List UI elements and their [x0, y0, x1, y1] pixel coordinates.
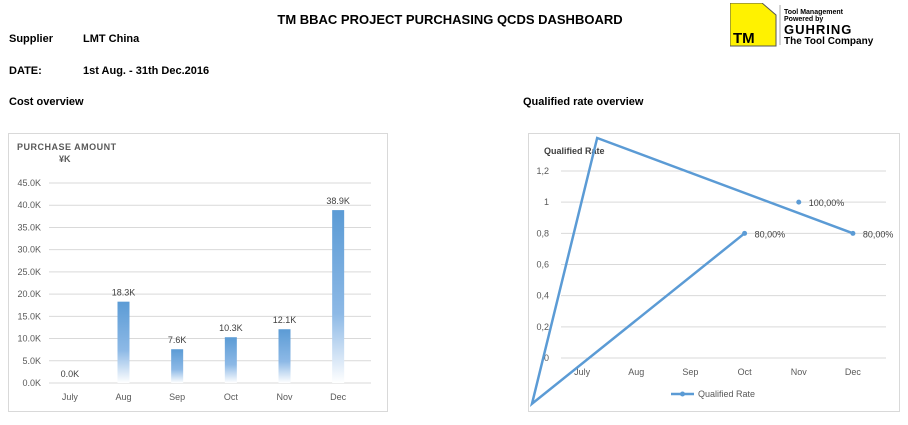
- data-label: 38.9K: [326, 196, 350, 206]
- x-tick-label: Dec: [845, 367, 862, 377]
- y-tick-label: 0,8: [536, 228, 549, 238]
- y-tick-label: 25.0K: [17, 267, 41, 277]
- y-tick-label: 0.0K: [22, 378, 41, 388]
- qualified-overview-heading: Qualified rate overview: [523, 96, 644, 108]
- x-tick-label: Oct: [224, 392, 239, 402]
- y-tick-label: 35.0K: [17, 222, 41, 232]
- data-label: 80,00%: [863, 229, 894, 239]
- x-tick-label: Nov: [276, 392, 293, 402]
- data-point: [742, 230, 748, 236]
- data-label: 10.3K: [219, 323, 243, 333]
- series-line: [529, 136, 854, 408]
- svg-text:Tool Management: Tool Management: [784, 9, 844, 16]
- y-tick-label: 30.0K: [17, 245, 41, 255]
- svg-text:GUHRING: GUHRING: [784, 22, 852, 37]
- y-tick-label: 0,4: [536, 291, 549, 301]
- supplier-label: Supplier: [9, 33, 54, 45]
- data-label: 100,00%: [809, 198, 845, 208]
- y-tick-label: 45.0K: [17, 178, 41, 188]
- x-tick-label: Aug: [628, 367, 644, 377]
- data-point: [796, 199, 802, 205]
- qualified-rate-chart: Qualified Rate 0 0,2 0,4 0,6 0,8 1 1,2 July Aug Se…: [528, 133, 900, 412]
- chart-title: PURCHASE AMOUNT: [17, 142, 117, 152]
- purchase-amount-chart: PURCHASE AMOUNT ¥K 0.0K 5.0K 10.0K 15.0K 20.0K…: [8, 133, 388, 412]
- x-tick-label: Oct: [738, 367, 753, 377]
- legend-label: Qualified Rate: [698, 389, 755, 399]
- data-label: 12.1K: [273, 315, 297, 325]
- bar-chart-svg: PURCHASE AMOUNT ¥K 0.0K 5.0K 10.0K 15.0K 20.0K…: [17, 142, 371, 402]
- bar-oct: [224, 337, 237, 383]
- x-tick-label: Aug: [115, 392, 131, 402]
- y-tick-label: 10.0K: [17, 334, 41, 344]
- y-tick-label: 1,2: [536, 166, 549, 176]
- svg-text:TM: TM: [733, 30, 755, 47]
- x-tick-label: Nov: [791, 367, 808, 377]
- data-point: [850, 230, 856, 236]
- y-tick-label: 20.0K: [17, 289, 41, 299]
- y-tick-label: 0: [544, 353, 549, 363]
- supplier-value: LMT China: [83, 33, 140, 45]
- page-title: TM BBAC PROJECT PURCHASING QCDS DASHBOAR…: [277, 12, 623, 27]
- data-label: 7.6K: [168, 335, 187, 345]
- legend-marker: [680, 391, 685, 397]
- x-tick-label: Sep: [682, 367, 698, 377]
- logo-graphic: TM Tool Management Powered by GUHRING Th…: [729, 2, 874, 47]
- bar-sep: [171, 349, 184, 383]
- data-label: 80,00%: [755, 229, 786, 239]
- chart-title: Qualified Rate: [544, 146, 605, 156]
- chart-unit: ¥K: [59, 154, 71, 164]
- y-tick-label: 0,6: [536, 260, 549, 270]
- date-label: DATE:: [9, 65, 42, 77]
- line-chart-svg: Qualified Rate 0 0,2 0,4 0,6 0,8 1 1,2 July Aug Se…: [529, 136, 894, 408]
- date-value: 1st Aug. - 31th Dec.2016: [83, 65, 210, 77]
- y-tick-label: 0,2: [536, 322, 549, 332]
- x-tick-label: Sep: [169, 392, 185, 402]
- cost-overview-heading: Cost overview: [9, 96, 84, 108]
- guhring-logo: TM Tool Management Powered by GUHRING Th…: [729, 2, 890, 47]
- bar-aug: [117, 301, 130, 383]
- y-tick-label: 5.0K: [22, 356, 41, 366]
- y-tick-label: 1: [544, 197, 549, 207]
- y-tick-label: 40.0K: [17, 200, 41, 210]
- bar-nov: [278, 329, 291, 383]
- data-label: 0.0K: [61, 369, 80, 379]
- y-tick-label: 15.0K: [17, 311, 41, 321]
- bar-dec: [332, 210, 345, 383]
- x-tick-label: July: [574, 367, 591, 377]
- data-label: 18.3K: [112, 288, 136, 298]
- svg-text:The Tool Company: The Tool Company: [784, 36, 874, 47]
- svg-text:Powered by: Powered by: [784, 16, 823, 23]
- x-tick-label: Dec: [330, 392, 347, 402]
- x-tick-label: July: [62, 392, 79, 402]
